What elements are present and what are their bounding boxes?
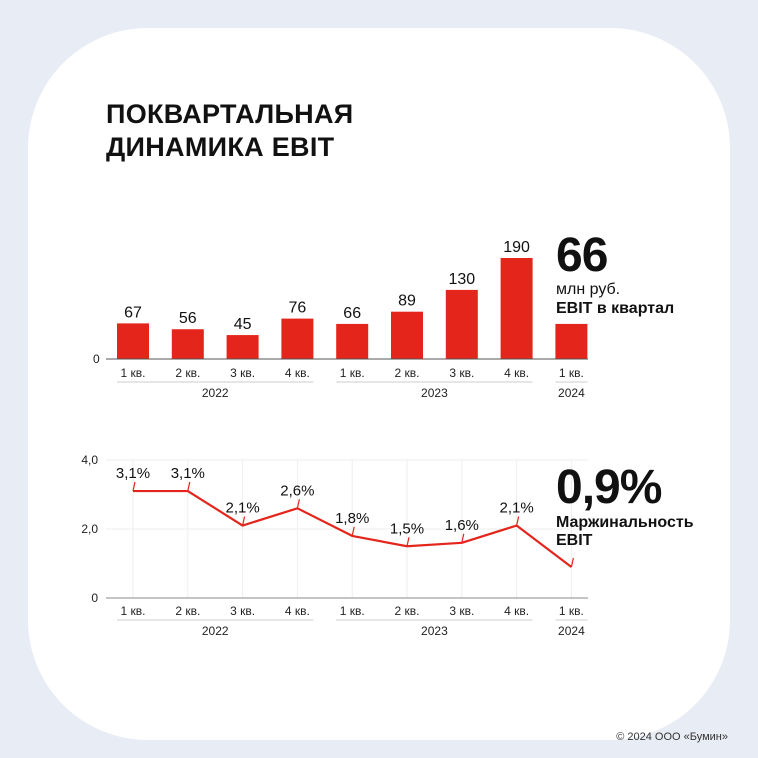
line-label-leader: [242, 516, 246, 526]
bar-y-tick-label: 0: [93, 352, 100, 366]
bar-data-label: 190: [503, 239, 530, 256]
bar: [226, 335, 259, 359]
bar-x-tick-label: 3 кв.: [449, 366, 474, 380]
bar-year-label: 2023: [421, 386, 448, 400]
line-label-leader: [516, 516, 520, 526]
bar-data-label: 66: [343, 305, 361, 322]
bar-x-tick-label: 2 кв.: [395, 366, 420, 380]
line-x-tick-label: 3 кв.: [449, 604, 474, 618]
title-line-1: ПОКВАРТАЛЬНАЯ: [106, 99, 354, 129]
kpi-margin-label-1: Маржинальность: [556, 514, 694, 531]
line-data-label: 3,1%: [171, 465, 205, 482]
kpi-ebit-label: EBIT в квартал: [556, 300, 675, 317]
bar-x-tick-label: 1 кв.: [559, 366, 584, 380]
page-title: ПОКВАРТАЛЬНАЯ ДИНАМИКА EBIT: [106, 98, 353, 164]
line-data-label: 2,1%: [225, 500, 259, 517]
line-label-leader: [570, 557, 574, 568]
bar-data-label: 56: [179, 310, 197, 327]
line-data-label: 2,1%: [499, 500, 533, 517]
line-x-tick-label: 1 кв.: [559, 604, 584, 618]
bar-x-tick-label: 4 кв.: [504, 366, 529, 380]
line-label-leader: [187, 481, 191, 492]
kpi-ebit-value: 66: [556, 229, 608, 282]
bar-data-label: 45: [234, 316, 252, 333]
bar-data-label: 130: [448, 271, 475, 288]
bar-x-tick-label: 1 кв.: [121, 366, 146, 380]
line-data-label: 1,8%: [335, 510, 369, 527]
line-data-label: 1,5%: [390, 520, 424, 537]
bar-x-tick-label: 4 кв.: [285, 366, 310, 380]
bar-data-label: 67: [124, 304, 142, 321]
title-line-2: ДИНАМИКА EBIT: [106, 132, 335, 162]
bar: [555, 323, 588, 359]
line-data-label: 3,1%: [116, 465, 150, 482]
line-x-tick-label: 1 кв.: [340, 604, 365, 618]
line-year-label: 2024: [558, 624, 585, 638]
kpi-margin: 0,9% Маржинальность EBIT: [556, 464, 694, 550]
line-x-tick-label: 2 кв.: [395, 604, 420, 618]
line-x-tick-label: 1 кв.: [121, 604, 146, 618]
bar-year-label: 2024: [558, 386, 585, 400]
card-background: [28, 28, 730, 740]
line-x-tick-label: 2 кв.: [175, 604, 200, 618]
bar: [117, 323, 149, 359]
line-x-tick-label: 3 кв.: [230, 604, 255, 618]
bar-x-tick-label: 3 кв.: [230, 366, 255, 380]
bar-year-label: 2022: [202, 386, 229, 400]
bar: [336, 323, 369, 359]
line-label-leader: [461, 533, 465, 543]
bar: [171, 329, 204, 359]
bar: [445, 289, 478, 359]
bar: [500, 258, 533, 359]
line-year-label: 2022: [202, 624, 229, 638]
line-y-tick-label: 0: [91, 591, 98, 605]
line-data-label: 1,6%: [445, 517, 479, 534]
line-label-leader: [132, 481, 136, 492]
copyright: © 2024 ООО «Бумин»: [616, 731, 728, 743]
bar: [281, 318, 314, 359]
kpi-margin-value: 0,9%: [556, 461, 662, 514]
bar-data-label: 76: [289, 300, 307, 317]
line-x-tick-label: 4 кв.: [504, 604, 529, 618]
bar: [391, 311, 423, 359]
bar-x-tick-label: 1 кв.: [340, 366, 365, 380]
bar-data-label: 89: [398, 293, 416, 310]
line-y-tick-label: 2,0: [81, 522, 98, 536]
line-label-leader: [406, 537, 410, 547]
line-y-tick-label: 4,0: [81, 453, 98, 467]
kpi-ebit-unit: млн руб.: [556, 281, 621, 298]
line-label-leader: [296, 499, 300, 509]
kpi-ebit: 66 млн руб. EBIT в квартал: [556, 232, 674, 318]
line-data-label: 2,6%: [280, 482, 314, 499]
kpi-margin-label-2: EBIT: [556, 532, 593, 549]
line-year-label: 2023: [421, 624, 448, 638]
line-x-tick-label: 4 кв.: [285, 604, 310, 618]
bar-x-tick-label: 2 кв.: [175, 366, 200, 380]
line-label-leader: [351, 526, 355, 537]
